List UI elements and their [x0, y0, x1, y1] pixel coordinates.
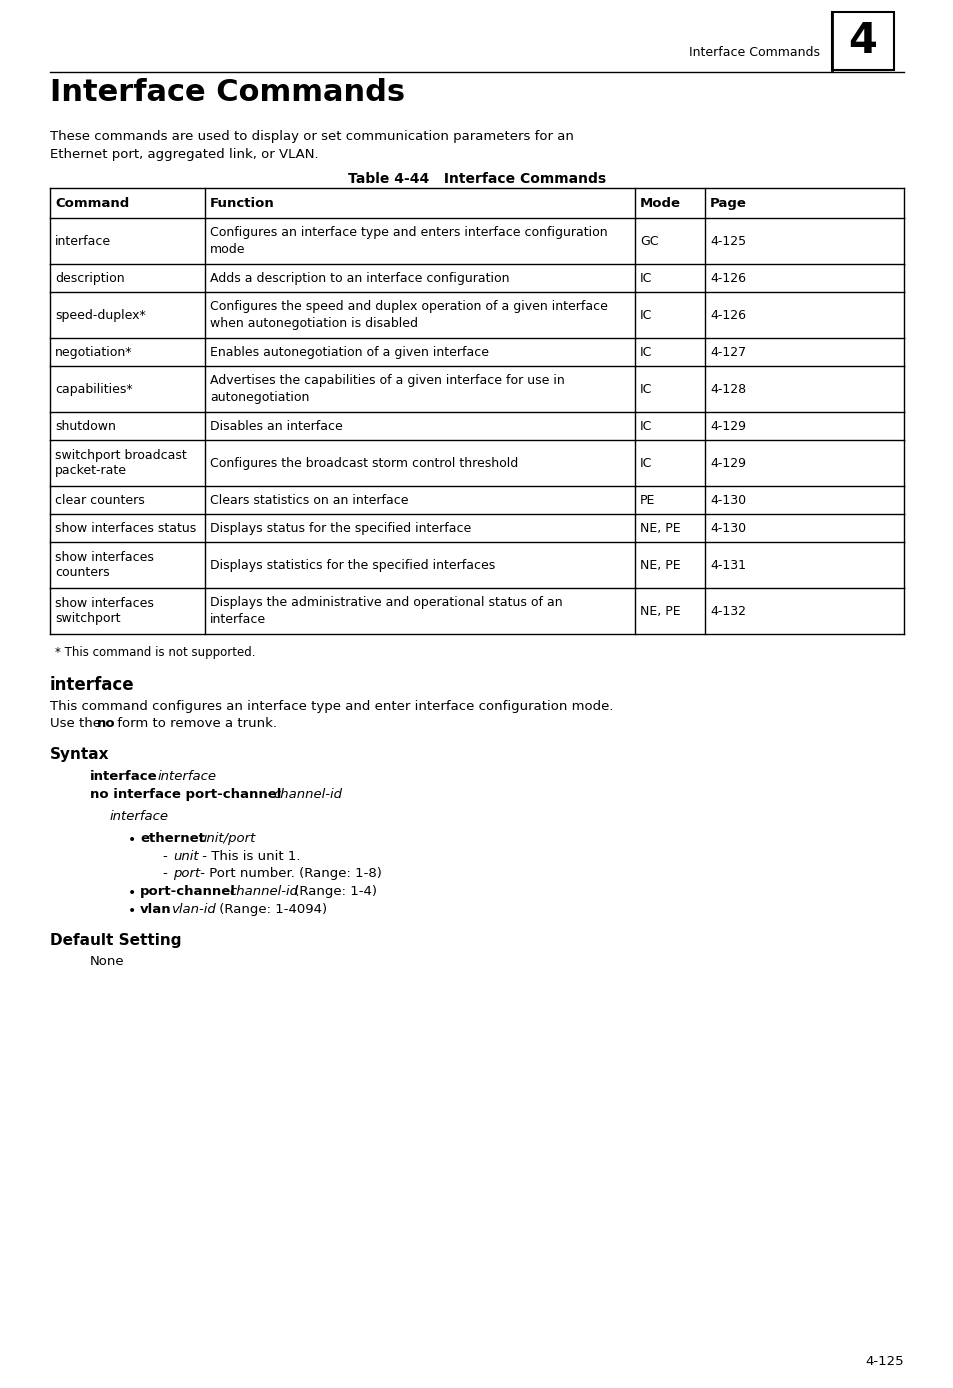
Text: Interface Commands: Interface Commands: [50, 78, 405, 107]
Text: vlan-id: vlan-id: [171, 904, 215, 916]
Text: 4-125: 4-125: [864, 1355, 903, 1369]
Bar: [831, 12, 893, 69]
Text: IC: IC: [639, 419, 652, 433]
Text: port-channel: port-channel: [140, 886, 235, 898]
Text: IC: IC: [639, 272, 652, 285]
Text: vlan: vlan: [140, 904, 172, 916]
Text: 4-130: 4-130: [709, 522, 745, 534]
Text: -: -: [162, 868, 167, 880]
Text: Disables an interface: Disables an interface: [210, 419, 342, 433]
Text: These commands are used to display or set communication parameters for an: These commands are used to display or se…: [50, 130, 574, 143]
Text: switchport broadcast
packet-rate: switchport broadcast packet-rate: [55, 448, 187, 477]
Text: negotiation*: negotiation*: [55, 346, 132, 358]
Text: Displays status for the specified interface: Displays status for the specified interf…: [210, 522, 471, 534]
Text: - Port number. (Range: 1-8): - Port number. (Range: 1-8): [195, 868, 381, 880]
Text: 4-131: 4-131: [709, 558, 745, 572]
Text: port: port: [172, 868, 200, 880]
Text: Configures the speed and duplex operation of a given interface
when autonegotiat: Configures the speed and duplex operatio…: [210, 300, 607, 330]
Text: shutdown: shutdown: [55, 419, 115, 433]
Text: Enables autonegotiation of a given interface: Enables autonegotiation of a given inter…: [210, 346, 489, 358]
Text: show interfaces
switchport: show interfaces switchport: [55, 597, 153, 625]
Text: show interfaces status: show interfaces status: [55, 522, 196, 534]
Text: -: -: [162, 849, 167, 863]
Text: Page: Page: [709, 197, 746, 210]
Text: ethernet: ethernet: [140, 831, 205, 845]
Text: Displays the administrative and operational status of an
interface: Displays the administrative and operatio…: [210, 595, 562, 626]
Text: no: no: [97, 718, 115, 730]
Text: 4-126: 4-126: [709, 308, 745, 322]
Text: This command configures an interface type and enter interface configuration mode: This command configures an interface typ…: [50, 700, 613, 713]
Text: Command: Command: [55, 197, 129, 210]
Text: 4: 4: [847, 19, 877, 62]
Text: Clears statistics on an interface: Clears statistics on an interface: [210, 494, 408, 507]
Text: Syntax: Syntax: [50, 747, 110, 762]
Text: IC: IC: [639, 383, 652, 396]
Text: 4-130: 4-130: [709, 494, 745, 507]
Text: IC: IC: [639, 457, 652, 469]
Text: interface: interface: [158, 770, 216, 783]
Text: show interfaces
counters: show interfaces counters: [55, 551, 153, 579]
Text: speed-duplex*: speed-duplex*: [55, 308, 146, 322]
Text: * This command is not supported.: * This command is not supported.: [55, 645, 255, 659]
Text: channel-id: channel-id: [273, 788, 341, 801]
Text: GC: GC: [639, 235, 658, 247]
Text: no interface port-channel: no interface port-channel: [90, 788, 281, 801]
Text: capabilities*: capabilities*: [55, 383, 132, 396]
Text: NE, PE: NE, PE: [639, 605, 679, 618]
Text: 4-129: 4-129: [709, 419, 745, 433]
Text: Advertises the capabilities of a given interface for use in
autonegotiation: Advertises the capabilities of a given i…: [210, 373, 564, 404]
Text: 4-125: 4-125: [709, 235, 745, 247]
Text: Configures the broadcast storm control threshold: Configures the broadcast storm control t…: [210, 457, 517, 469]
Text: None: None: [90, 955, 125, 967]
Text: IC: IC: [639, 308, 652, 322]
Text: 4-129: 4-129: [709, 457, 745, 469]
Text: clear counters: clear counters: [55, 494, 145, 507]
Text: Mode: Mode: [639, 197, 680, 210]
Text: interface: interface: [110, 811, 169, 823]
Text: (Range: 1-4): (Range: 1-4): [290, 886, 376, 898]
Text: Ethernet port, aggregated link, or VLAN.: Ethernet port, aggregated link, or VLAN.: [50, 149, 318, 161]
Text: (Range: 1-4094): (Range: 1-4094): [214, 904, 327, 916]
Text: interface: interface: [55, 235, 111, 247]
Text: NE, PE: NE, PE: [639, 558, 679, 572]
Text: Table 4-44   Interface Commands: Table 4-44 Interface Commands: [348, 172, 605, 186]
Text: unit/port: unit/port: [198, 831, 255, 845]
Text: 4-132: 4-132: [709, 605, 745, 618]
Text: PE: PE: [639, 494, 655, 507]
Text: NE, PE: NE, PE: [639, 522, 679, 534]
Text: Function: Function: [210, 197, 274, 210]
Text: channel-id: channel-id: [229, 886, 297, 898]
Text: interface: interface: [50, 676, 134, 694]
Text: form to remove a trunk.: form to remove a trunk.: [112, 718, 276, 730]
Text: Configures an interface type and enters interface configuration
mode: Configures an interface type and enters …: [210, 226, 607, 255]
Text: •: •: [128, 833, 136, 847]
Text: Displays statistics for the specified interfaces: Displays statistics for the specified in…: [210, 558, 495, 572]
Text: description: description: [55, 272, 125, 285]
Text: 4-126: 4-126: [709, 272, 745, 285]
Text: Interface Commands: Interface Commands: [688, 46, 820, 58]
Text: •: •: [128, 886, 136, 899]
Text: •: •: [128, 904, 136, 917]
Text: - This is unit 1.: - This is unit 1.: [198, 849, 300, 863]
Text: IC: IC: [639, 346, 652, 358]
Text: Adds a description to an interface configuration: Adds a description to an interface confi…: [210, 272, 509, 285]
Text: interface: interface: [90, 770, 157, 783]
Text: Use the: Use the: [50, 718, 105, 730]
Text: unit: unit: [172, 849, 198, 863]
Text: 4-127: 4-127: [709, 346, 745, 358]
Text: 4-128: 4-128: [709, 383, 745, 396]
Text: Default Setting: Default Setting: [50, 933, 181, 948]
